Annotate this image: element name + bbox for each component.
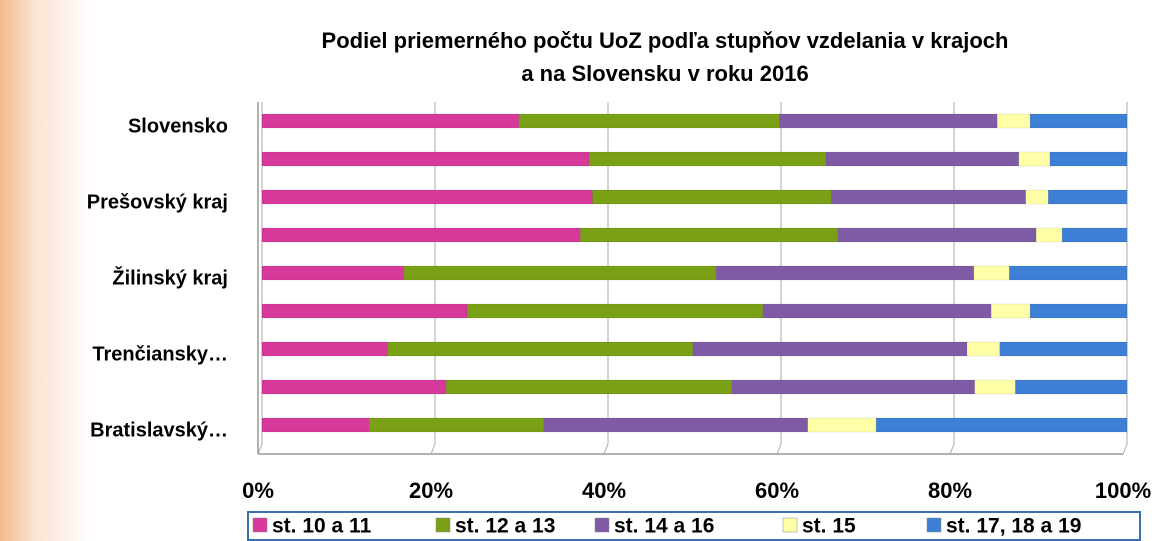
- x-tick-label: 0%: [242, 478, 274, 503]
- grid-line: [949, 102, 955, 455]
- bar-segment: [762, 303, 992, 319]
- bar-segment: [261, 379, 447, 395]
- chart-title: Podiel priemerného počtu UoZ podľa stupň…: [322, 28, 1009, 53]
- x-tick-label: 80%: [928, 478, 972, 503]
- bar-segment: [715, 265, 975, 281]
- grid-line: [603, 102, 609, 455]
- bar-segment: [973, 265, 1010, 281]
- legend-label: st. 17, 18 a 19: [946, 515, 1081, 538]
- bar-segment: [692, 341, 968, 357]
- y-tick-label: Trenčiansky…: [92, 343, 228, 365]
- bar-segment: [588, 151, 827, 167]
- bar-segment: [518, 113, 780, 129]
- bar-segment: [387, 341, 694, 357]
- bar-segment: [974, 379, 1016, 395]
- bar-segment: [779, 113, 998, 129]
- bar-segment: [875, 417, 1128, 433]
- y-tick-label: Bratislavský…: [90, 419, 228, 441]
- grid-line: [257, 102, 263, 455]
- bar-segment: [999, 341, 1128, 357]
- bar-segment: [261, 189, 593, 205]
- y-tick-label: Prešovský kraj: [87, 191, 228, 213]
- bar-segment: [403, 265, 717, 281]
- x-tick-label: 100%: [1095, 478, 1151, 503]
- y-tick-label: Žilinský kraj: [112, 265, 228, 289]
- bar-segment: [1009, 265, 1128, 281]
- bar-segment: [543, 417, 809, 433]
- grid-line: [1122, 102, 1128, 455]
- bar-segment: [445, 379, 732, 395]
- bar-segment: [1029, 113, 1128, 129]
- legend-label: st. 15: [802, 515, 856, 538]
- bar-segment: [1035, 227, 1063, 243]
- bar-segment: [261, 417, 370, 433]
- x-tick-label: 60%: [755, 478, 799, 503]
- bar-segment: [580, 227, 839, 243]
- bar-segment: [1049, 151, 1128, 167]
- bar-segment: [1025, 189, 1049, 205]
- bar-segment: [837, 227, 1037, 243]
- bar-segment: [466, 303, 764, 319]
- legend-label: st. 14 a 16: [614, 515, 714, 538]
- chart-title: a na Slovensku v roku 2016: [521, 61, 808, 86]
- x-tick-label: 20%: [409, 478, 453, 503]
- bar-segment: [825, 151, 1020, 167]
- bar-segment: [830, 189, 1027, 205]
- bar-segment: [592, 189, 832, 205]
- bar-segment: [1029, 303, 1128, 319]
- bar-segment: [1048, 189, 1128, 205]
- legend-swatch: [926, 517, 942, 533]
- bar-segment: [261, 265, 405, 281]
- legend-box: [247, 511, 1141, 541]
- legend-label: st. 12 a 13: [455, 515, 555, 538]
- bar-segment: [1018, 151, 1051, 167]
- y-tick-label: Slovensko: [128, 115, 228, 137]
- legend-swatch: [782, 517, 798, 533]
- legend-swatch: [435, 517, 451, 533]
- bar-segment: [261, 227, 581, 243]
- bar-segment: [261, 151, 590, 167]
- bar-segment: [990, 303, 1031, 319]
- bar-segment: [1061, 227, 1128, 243]
- grid-line: [776, 102, 782, 455]
- bar-segment: [731, 379, 976, 395]
- legend-label: st. 10 a 11: [272, 515, 372, 538]
- legend-swatch: [252, 517, 268, 533]
- bar-segment: [1015, 379, 1128, 395]
- bar-segment: [261, 303, 468, 319]
- legend-swatch: [594, 517, 610, 533]
- bar-segment: [261, 113, 520, 129]
- bar-segment: [966, 341, 1001, 357]
- x-tick-label: 40%: [582, 478, 626, 503]
- bar-segment: [369, 417, 545, 433]
- bar-segment: [997, 113, 1031, 129]
- grid-line: [430, 102, 436, 455]
- bar-segment: [261, 341, 388, 357]
- bar-segment: [807, 417, 877, 433]
